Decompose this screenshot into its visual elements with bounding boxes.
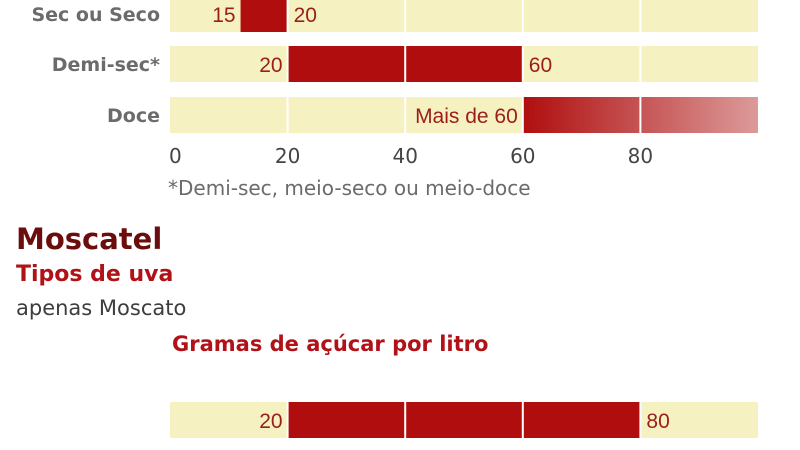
category-label: Sec ou Seco (31, 4, 160, 26)
x-tick-label: 20 (275, 144, 300, 168)
x-tick-label: 60 (510, 144, 535, 168)
range-bar (240, 0, 288, 32)
range-bar (287, 402, 641, 438)
range-end-label: 60 (529, 54, 552, 77)
range-start-label: 20 (259, 410, 282, 433)
grape-types-value: apenas Moscato (16, 296, 187, 320)
category-label: Demi-sec* (52, 54, 160, 76)
x-tick-label: 80 (628, 144, 653, 168)
section-title: Moscatel (16, 222, 163, 256)
grape-types-heading: Tipos de uva (16, 262, 174, 287)
x-tick-label: 40 (392, 144, 417, 168)
track-bg (170, 402, 758, 438)
range-end-label: 20 (294, 4, 317, 27)
chart-footnote: *Demi-sec, meio-seco ou meio-doce (168, 176, 531, 200)
range-start-label: 15 (212, 4, 235, 27)
x-tick-label: 0 (169, 144, 182, 168)
category-label: Doce (107, 105, 160, 127)
range-start-label: Mais de 60 (415, 105, 518, 128)
sugar-chart-sparkling: Sec ou Seco 15 20 Demi-sec* 20 60 Doce Mais de … (31, 0, 758, 168)
chart-title-moscatel: Gramas de açúcar por litro (172, 332, 489, 356)
range-end-label: 80 (646, 410, 669, 433)
range-start-label: 20 (259, 54, 282, 77)
